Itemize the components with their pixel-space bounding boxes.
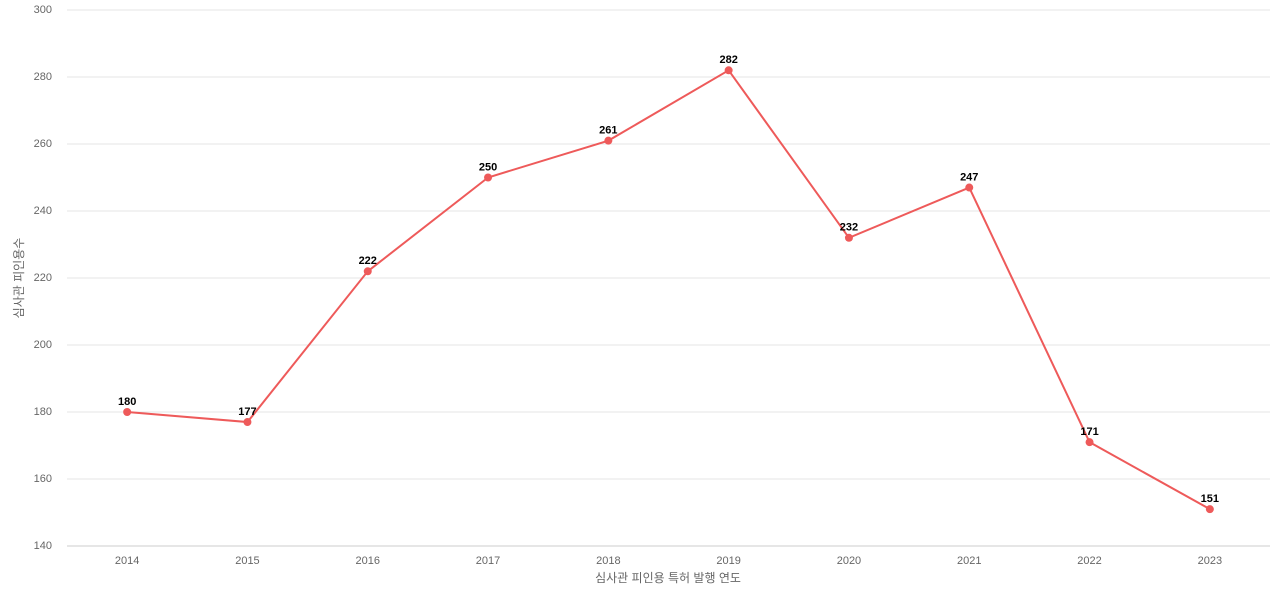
- value-label: 250: [479, 161, 497, 173]
- value-label: 151: [1201, 493, 1219, 505]
- value-label: 261: [599, 125, 617, 137]
- point: [965, 183, 974, 192]
- value-label: 180: [118, 396, 136, 408]
- x-tick-label: 2017: [476, 555, 500, 567]
- point: [1085, 438, 1094, 447]
- x-tick-label: 2019: [716, 555, 740, 567]
- point: [243, 418, 252, 427]
- point: [1205, 505, 1214, 514]
- x-tick-label: 2015: [235, 555, 259, 567]
- y-tick-label: 220: [34, 272, 52, 284]
- y-tick-label: 240: [34, 205, 52, 217]
- x-tick-label: 2018: [596, 555, 620, 567]
- value-label: 232: [840, 222, 858, 234]
- y-tick-label: 200: [34, 339, 52, 351]
- value-label: 171: [1080, 426, 1098, 438]
- value-label: 222: [359, 255, 377, 267]
- point: [123, 408, 132, 416]
- value-label: 282: [719, 54, 737, 66]
- y-tick-label: 160: [34, 473, 52, 485]
- y-tick-label: 300: [34, 4, 52, 16]
- y-tick-label: 280: [34, 71, 52, 83]
- x-tick-label: 2016: [356, 555, 380, 567]
- y-tick-label: 140: [34, 540, 52, 552]
- point: [484, 173, 493, 182]
- point: [844, 233, 853, 242]
- x-tick-label: 2021: [957, 555, 981, 567]
- x-tick-label: 2020: [837, 555, 861, 567]
- x-tick-label: 2014: [115, 555, 139, 567]
- x-tick-label: 2022: [1077, 555, 1101, 567]
- x-axis-label: 심사관 피인용 특허 발행 연도: [595, 570, 741, 585]
- point: [724, 66, 733, 75]
- line: [127, 68, 1211, 511]
- x-tick-label: 2023: [1198, 555, 1222, 567]
- point: [604, 136, 613, 145]
- y-axis-label: 심사관 피인용수: [12, 238, 26, 319]
- value-label: 177: [238, 406, 256, 418]
- value-label: 247: [960, 171, 978, 183]
- y-tick-label: 260: [34, 138, 52, 150]
- point: [363, 267, 372, 276]
- y-tick-label: 180: [34, 406, 52, 418]
